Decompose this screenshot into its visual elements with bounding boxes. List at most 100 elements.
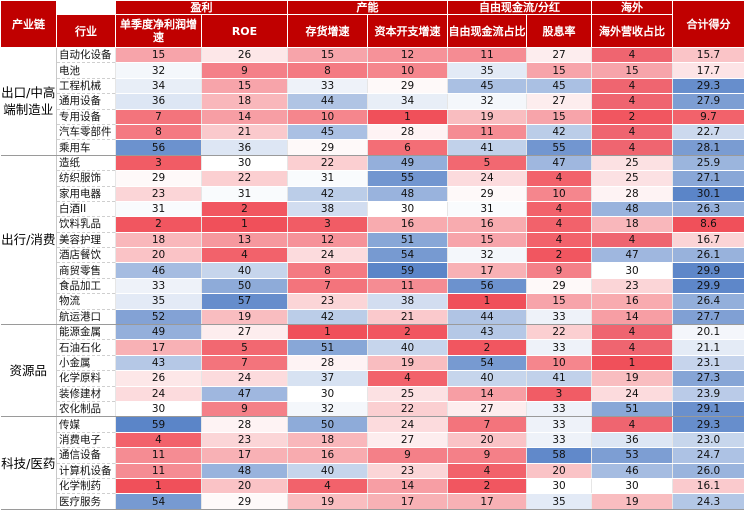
cell-roe: 29 — [202, 494, 288, 509]
cell-total-score: 26.4 — [673, 294, 744, 309]
cell-roe: 21 — [202, 124, 288, 139]
industry-name: 通信设备 — [57, 448, 116, 463]
cell-roe: 57 — [202, 294, 288, 309]
cell-capex-growth: 1 — [368, 109, 448, 124]
cell-overseas-revenue: 25 — [592, 171, 673, 186]
cell-net-profit-growth: 46 — [116, 263, 202, 278]
group-header-capacity: 产能 — [288, 1, 448, 15]
cell-dividend-yield: 4 — [527, 232, 592, 247]
cell-total-score: 22.7 — [673, 124, 744, 139]
cell-fcf-ratio: 35 — [448, 63, 527, 78]
cell-net-profit-growth: 18 — [116, 232, 202, 247]
cell-capex-growth: 17 — [368, 494, 448, 509]
group-header-cashflow: 自由现金流/分红 — [448, 1, 592, 15]
cell-fcf-ratio: 19 — [448, 109, 527, 124]
cell-total-score: 29.9 — [673, 278, 744, 293]
cell-overseas-revenue: 46 — [592, 463, 673, 478]
cell-total-score: 17.7 — [673, 63, 744, 78]
cell-inventory-growth: 29 — [288, 140, 368, 155]
cell-net-profit-growth: 26 — [116, 371, 202, 386]
cell-inventory-growth: 8 — [288, 63, 368, 78]
cell-dividend-yield: 42 — [527, 124, 592, 139]
cell-capex-growth: 16 — [368, 217, 448, 232]
cell-fcf-ratio: 20 — [448, 432, 527, 447]
cell-net-profit-growth: 31 — [116, 201, 202, 216]
cell-total-score: 29.9 — [673, 263, 744, 278]
cell-overseas-revenue: 4 — [592, 232, 673, 247]
industry-name: 电池 — [57, 63, 116, 78]
industry-name: 物流 — [57, 294, 116, 309]
cell-roe: 5 — [202, 340, 288, 355]
cell-roe: 9 — [202, 63, 288, 78]
cell-dividend-yield: 33 — [527, 340, 592, 355]
cell-roe: 4 — [202, 248, 288, 263]
cell-roe: 24 — [202, 371, 288, 386]
cell-total-score: 25.9 — [673, 155, 744, 170]
cell-total-score: 26.0 — [673, 463, 744, 478]
cell-fcf-ratio: 2 — [448, 478, 527, 493]
cell-net-profit-growth: 20 — [116, 248, 202, 263]
cell-net-profit-growth: 43 — [116, 355, 202, 370]
cell-capex-growth: 19 — [368, 355, 448, 370]
cell-capex-growth: 48 — [368, 186, 448, 201]
industry-name: 航运港口 — [57, 309, 116, 324]
cell-overseas-revenue: 2 — [592, 109, 673, 124]
cell-capex-growth: 34 — [368, 94, 448, 109]
cell-roe: 9 — [202, 401, 288, 416]
cell-roe: 23 — [202, 432, 288, 447]
cell-dividend-yield: 55 — [527, 140, 592, 155]
cell-net-profit-growth: 36 — [116, 94, 202, 109]
cell-inventory-growth: 38 — [288, 201, 368, 216]
cell-total-score: 29.3 — [673, 78, 744, 93]
cell-fcf-ratio: 7 — [448, 417, 527, 432]
cell-dividend-yield: 27 — [527, 94, 592, 109]
cell-total-score: 29.3 — [673, 417, 744, 432]
cell-fcf-ratio: 5 — [448, 155, 527, 170]
cell-inventory-growth: 44 — [288, 94, 368, 109]
cell-fcf-ratio: 32 — [448, 94, 527, 109]
cell-total-score: 15.7 — [673, 48, 744, 63]
cell-fcf-ratio: 14 — [448, 386, 527, 401]
sector-label: 科技/医药 — [1, 417, 57, 509]
cell-capex-growth: 23 — [368, 463, 448, 478]
col-header-roe: ROE — [202, 15, 288, 48]
col-header-dividend-yield: 股息率 — [527, 15, 592, 48]
cell-net-profit-growth: 24 — [116, 386, 202, 401]
cell-overseas-revenue: 19 — [592, 371, 673, 386]
cell-roe: 40 — [202, 263, 288, 278]
cell-dividend-yield: 4 — [527, 201, 592, 216]
cell-net-profit-growth: 34 — [116, 78, 202, 93]
cell-overseas-revenue: 47 — [592, 248, 673, 263]
cell-net-profit-growth: 11 — [116, 448, 202, 463]
industry-name: 消费电子 — [57, 432, 116, 447]
cell-dividend-yield: 22 — [527, 325, 592, 340]
industry-name: 乘用车 — [57, 140, 116, 155]
industry-name: 酒店餐饮 — [57, 248, 116, 263]
cell-roe: 50 — [202, 278, 288, 293]
cell-capex-growth: 49 — [368, 155, 448, 170]
cell-overseas-revenue: 30 — [592, 478, 673, 493]
cell-fcf-ratio: 17 — [448, 263, 527, 278]
cell-roe: 20 — [202, 478, 288, 493]
cell-inventory-growth: 31 — [288, 171, 368, 186]
col-header-capex-growth: 资本开支增速 — [368, 15, 448, 48]
col-header-fcf-ratio: 自由现金流占比 — [448, 15, 527, 48]
cell-dividend-yield: 3 — [527, 386, 592, 401]
cell-capex-growth: 30 — [368, 201, 448, 216]
cell-fcf-ratio: 54 — [448, 355, 527, 370]
cell-roe: 48 — [202, 463, 288, 478]
cell-overseas-revenue: 36 — [592, 432, 673, 447]
cell-overseas-revenue: 4 — [592, 325, 673, 340]
cell-roe: 1 — [202, 217, 288, 232]
cell-fcf-ratio: 16 — [448, 217, 527, 232]
cell-net-profit-growth: 15 — [116, 48, 202, 63]
